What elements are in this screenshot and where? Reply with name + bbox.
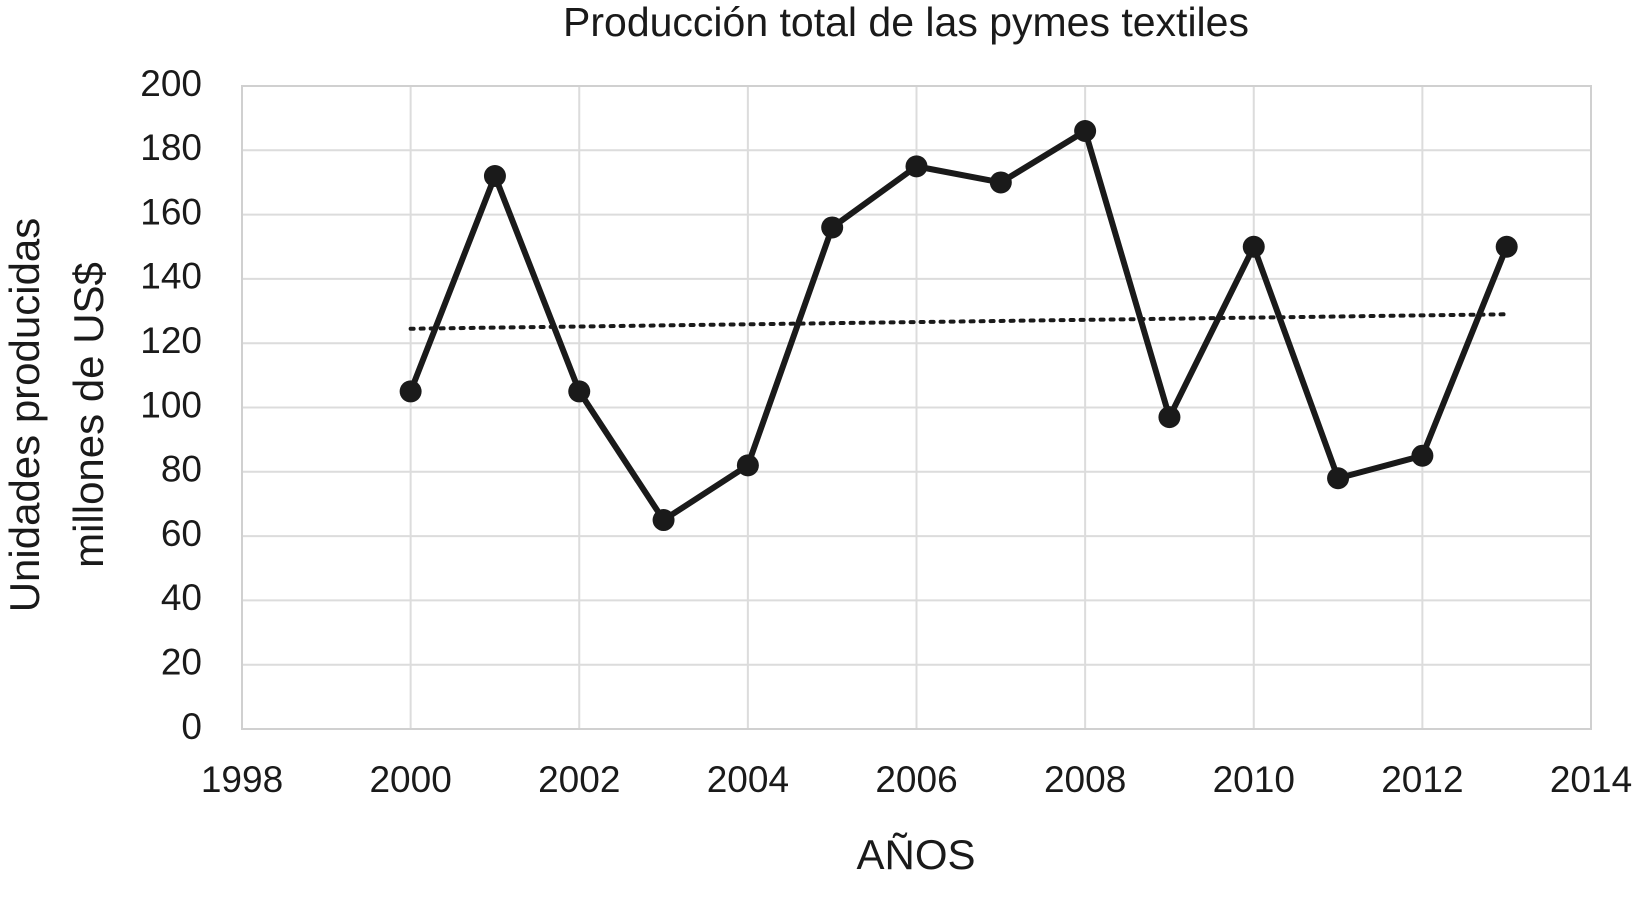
x-tick-label: 1998 — [201, 759, 283, 800]
series-line — [407, 128, 1510, 524]
data-point — [989, 171, 1012, 194]
x-tick-label: 2012 — [1381, 759, 1463, 800]
y-tick-label: 0 — [181, 706, 202, 747]
data-point — [821, 216, 844, 239]
data-point — [1158, 406, 1181, 429]
y-tick-label: 100 — [140, 384, 202, 425]
data-point — [568, 380, 591, 403]
y-tick-label: 80 — [161, 449, 202, 490]
data-point — [483, 165, 506, 188]
x-tick-label: 2004 — [707, 759, 789, 800]
x-tick-label: 2008 — [1044, 759, 1126, 800]
x-tick-label: 2000 — [369, 759, 451, 800]
x-tick-label: 2010 — [1213, 759, 1295, 800]
x-tick-label: 2006 — [875, 759, 957, 800]
y-tick-label: 140 — [140, 256, 202, 297]
x-tick-label: 2014 — [1550, 759, 1632, 800]
y-tick-label: 200 — [140, 63, 202, 104]
data-point — [1411, 444, 1434, 467]
data-point — [736, 454, 759, 477]
y-axis-label: millones de US$ — [65, 262, 112, 568]
y-tick-label: 60 — [161, 513, 202, 554]
chart-title: Producción total de las pymes textiles — [563, 0, 1249, 45]
plot-border — [241, 85, 1592, 730]
trend-line — [408, 312, 1509, 331]
y-tick-label: 120 — [140, 320, 202, 361]
y-tick-label: 40 — [161, 577, 202, 618]
y-axis-label: Unidades producidas — [1, 218, 48, 613]
y-tick-label: 180 — [140, 127, 202, 168]
x-tick-label: 2002 — [538, 759, 620, 800]
data-point — [652, 509, 675, 532]
data-point — [905, 155, 928, 178]
data-point — [1074, 120, 1097, 143]
data-point — [399, 380, 422, 403]
data-point — [1495, 235, 1518, 258]
x-axis-label: AÑOS — [856, 831, 975, 878]
y-tick-label: 160 — [140, 191, 202, 232]
y-tick-label: 20 — [161, 641, 202, 682]
data-point — [1242, 235, 1265, 258]
data-point — [1327, 467, 1350, 490]
